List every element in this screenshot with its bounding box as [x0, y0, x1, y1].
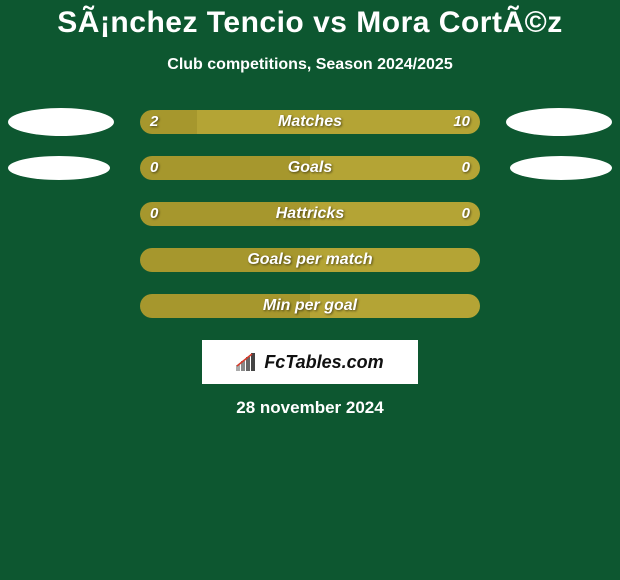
stat-bar-left: [140, 156, 310, 180]
stat-bar-right: [310, 202, 480, 226]
stat-bar-left: [140, 248, 310, 272]
stat-bar: [140, 110, 480, 134]
stat-bar: [140, 202, 480, 226]
page-title: SÃ¡nchez Tencio vs Mora CortÃ©z: [0, 0, 620, 40]
page-subtitle: Club competitions, Season 2024/2025: [0, 56, 620, 74]
player-avatar-right: [506, 108, 612, 136]
stat-bar-right: [310, 248, 480, 272]
stat-value-right: 0: [462, 156, 470, 180]
stat-row: Min per goal: [0, 294, 620, 318]
bar-chart-icon: [236, 353, 258, 371]
stat-value-right: 10: [453, 110, 470, 134]
fctables-logo[interactable]: FcTables.com: [202, 340, 418, 384]
stat-bar-right: [197, 110, 480, 134]
stat-bar-left: [140, 202, 310, 226]
date-label: 28 november 2024: [0, 398, 620, 418]
stat-bar-left: [140, 110, 197, 134]
stat-row: Goals00: [0, 156, 620, 180]
stat-bar: [140, 156, 480, 180]
stat-value-left: 0: [150, 202, 158, 226]
player-avatar-left: [8, 108, 114, 136]
stat-value-left: 2: [150, 110, 158, 134]
stat-row: Hattricks00: [0, 202, 620, 226]
stat-bar-right: [310, 156, 480, 180]
player-avatar-right: [510, 156, 612, 180]
player-avatar-left: [8, 156, 110, 180]
stat-bar: [140, 294, 480, 318]
stat-bar: [140, 248, 480, 272]
stat-value-right: 0: [462, 202, 470, 226]
stats-container: Matches210Goals00Hattricks00Goals per ma…: [0, 110, 620, 318]
stat-value-left: 0: [150, 156, 158, 180]
stat-bar-left: [140, 294, 310, 318]
stat-row: Goals per match: [0, 248, 620, 272]
logo-text: FcTables.com: [264, 352, 383, 373]
stat-row: Matches210: [0, 110, 620, 134]
stat-bar-right: [310, 294, 480, 318]
